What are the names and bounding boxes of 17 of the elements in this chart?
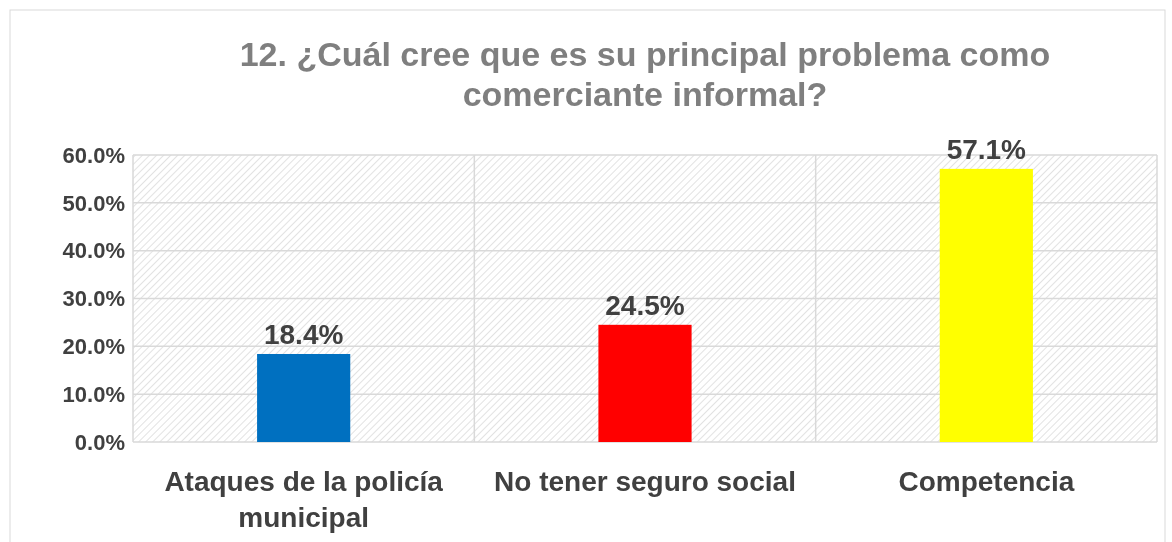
data-label: 18.4% [263,318,344,350]
data-label: 57.1% [946,133,1027,165]
y-tick-label: 0.0% [74,429,125,455]
data-label: 24.5% [605,289,685,321]
x-tick-label: Competencia [898,466,1075,497]
x-tick-label: No tener seguro social [494,466,796,497]
x-tick-label: Ataques de la policía municipal [164,466,444,533]
bar [598,324,692,442]
y-tick-label: 50.0% [62,190,125,216]
y-tick-label: 60.0% [62,142,125,168]
y-tick-label: 10.0% [62,381,125,407]
y-tick-label: 40.0% [62,238,125,264]
bar [939,168,1033,442]
bar [257,353,351,442]
y-tick-label: 30.0% [62,286,125,312]
y-tick-label: 20.0% [62,334,125,360]
chart-title: 12. ¿Cuál cree que es su principal problema como comerciante informal? [239,35,1051,113]
